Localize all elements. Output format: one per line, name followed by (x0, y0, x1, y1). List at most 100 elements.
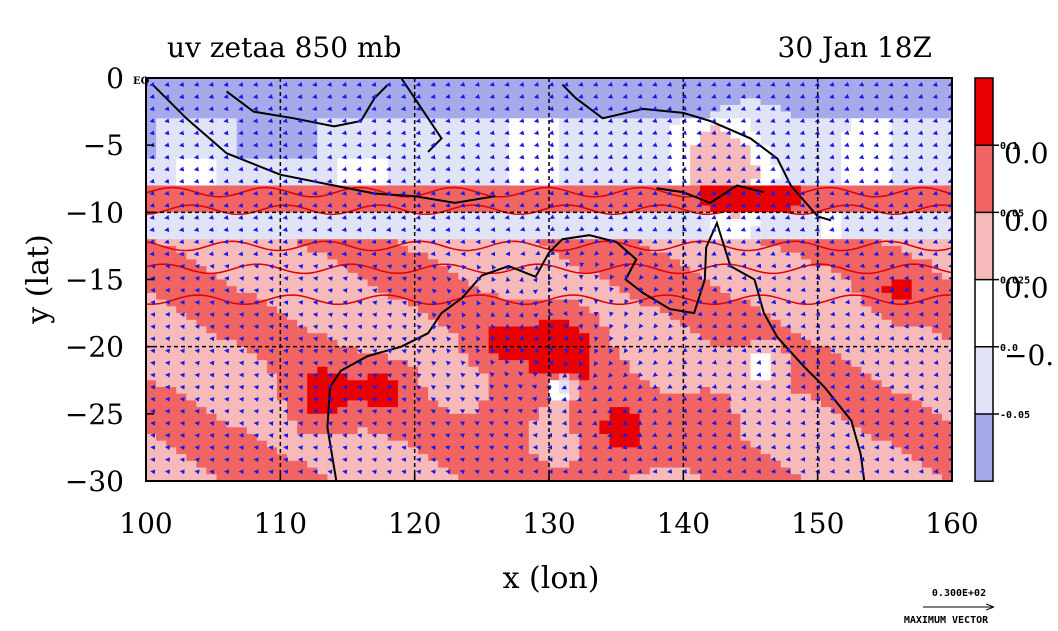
field-cell (931, 434, 943, 442)
field-cell (680, 306, 691, 314)
field-cell (387, 118, 399, 126)
field-cell (176, 198, 187, 207)
wind-vector (563, 106, 569, 111)
field-cell (458, 158, 469, 166)
field-cell (327, 292, 339, 301)
wind-vector (711, 81, 717, 87)
field-cell (206, 219, 218, 227)
field-cell (659, 434, 671, 442)
field-cell (327, 272, 339, 281)
field-cell (851, 279, 862, 287)
field-cell (478, 104, 490, 113)
field-cell (710, 111, 721, 119)
field-cell (911, 420, 923, 428)
field-cell (770, 420, 782, 428)
field-cell (760, 353, 772, 361)
field-cell (146, 98, 157, 106)
field-cell (518, 198, 530, 207)
field-cell (357, 427, 369, 435)
field-cell (649, 413, 661, 422)
field-cell (579, 387, 590, 395)
field-cell (629, 306, 641, 314)
field-cell (720, 239, 731, 247)
field-cell (861, 313, 872, 321)
field-cell (277, 104, 288, 113)
field-cell (780, 286, 792, 294)
field-cell (659, 286, 671, 294)
field-cell (881, 104, 893, 113)
field-cell (559, 407, 570, 415)
field-cell (569, 373, 580, 381)
field-cell (156, 178, 167, 187)
field-cell (569, 454, 580, 462)
field-cell (246, 225, 258, 234)
field-cell (881, 219, 893, 227)
field-cell (236, 413, 248, 422)
field-cell (831, 286, 842, 294)
field-cell (579, 178, 590, 187)
field-cell (458, 165, 469, 173)
field-cell (377, 400, 389, 408)
field-cell (387, 78, 399, 86)
field-cell (659, 84, 671, 92)
field-cell (307, 272, 318, 281)
field-cell (387, 339, 399, 348)
field-cell (538, 84, 550, 92)
field-cell (266, 239, 278, 247)
field-cell (841, 225, 852, 234)
field-cell (760, 393, 772, 401)
wind-vector (164, 118, 170, 124)
field-cell (821, 98, 832, 106)
field-cell (669, 339, 681, 348)
field-cell (508, 185, 520, 193)
field-cell (669, 131, 681, 139)
field-cell (357, 326, 369, 334)
field-cell (569, 125, 580, 133)
field-cell (770, 346, 782, 354)
field-cell (337, 232, 349, 240)
field-cell (156, 460, 167, 469)
field-cell (810, 125, 822, 133)
coastline-segment (400, 78, 443, 153)
field-cell (569, 272, 580, 281)
field-cell (518, 319, 530, 328)
field-cell (599, 198, 611, 207)
field-cell (821, 219, 832, 227)
field-cell (599, 131, 611, 139)
field-cell (397, 125, 409, 133)
field-cell (901, 387, 913, 395)
field-cell (458, 145, 469, 153)
field-cell (710, 474, 721, 481)
field-cell (528, 454, 540, 462)
field-cell (508, 420, 520, 428)
field-cell (599, 91, 611, 99)
field-cell (538, 198, 550, 207)
field-cell (609, 306, 621, 314)
field-cell (256, 454, 268, 462)
field-cell (921, 393, 933, 401)
field-cell (700, 366, 711, 375)
field-cell (659, 172, 671, 180)
field-cell (750, 158, 762, 166)
field-cell (357, 400, 369, 408)
field-cell (418, 111, 429, 119)
field-cell (750, 400, 762, 408)
wind-vector (223, 82, 229, 87)
field-cell (589, 259, 600, 267)
field-cell (186, 165, 197, 173)
field-cell (448, 387, 459, 395)
field-cell (881, 84, 893, 92)
field-cell (206, 339, 218, 348)
field-cell (277, 440, 288, 448)
field-cell (931, 313, 943, 321)
field-cell (196, 118, 208, 126)
field-cell (508, 111, 520, 119)
field-cell (559, 158, 570, 166)
field-cell (821, 111, 832, 119)
field-cell (428, 339, 439, 348)
field-cell (710, 420, 721, 428)
field-cell (498, 333, 510, 341)
field-cell (730, 440, 742, 448)
field-cell (730, 380, 742, 388)
field-cell (508, 219, 520, 227)
